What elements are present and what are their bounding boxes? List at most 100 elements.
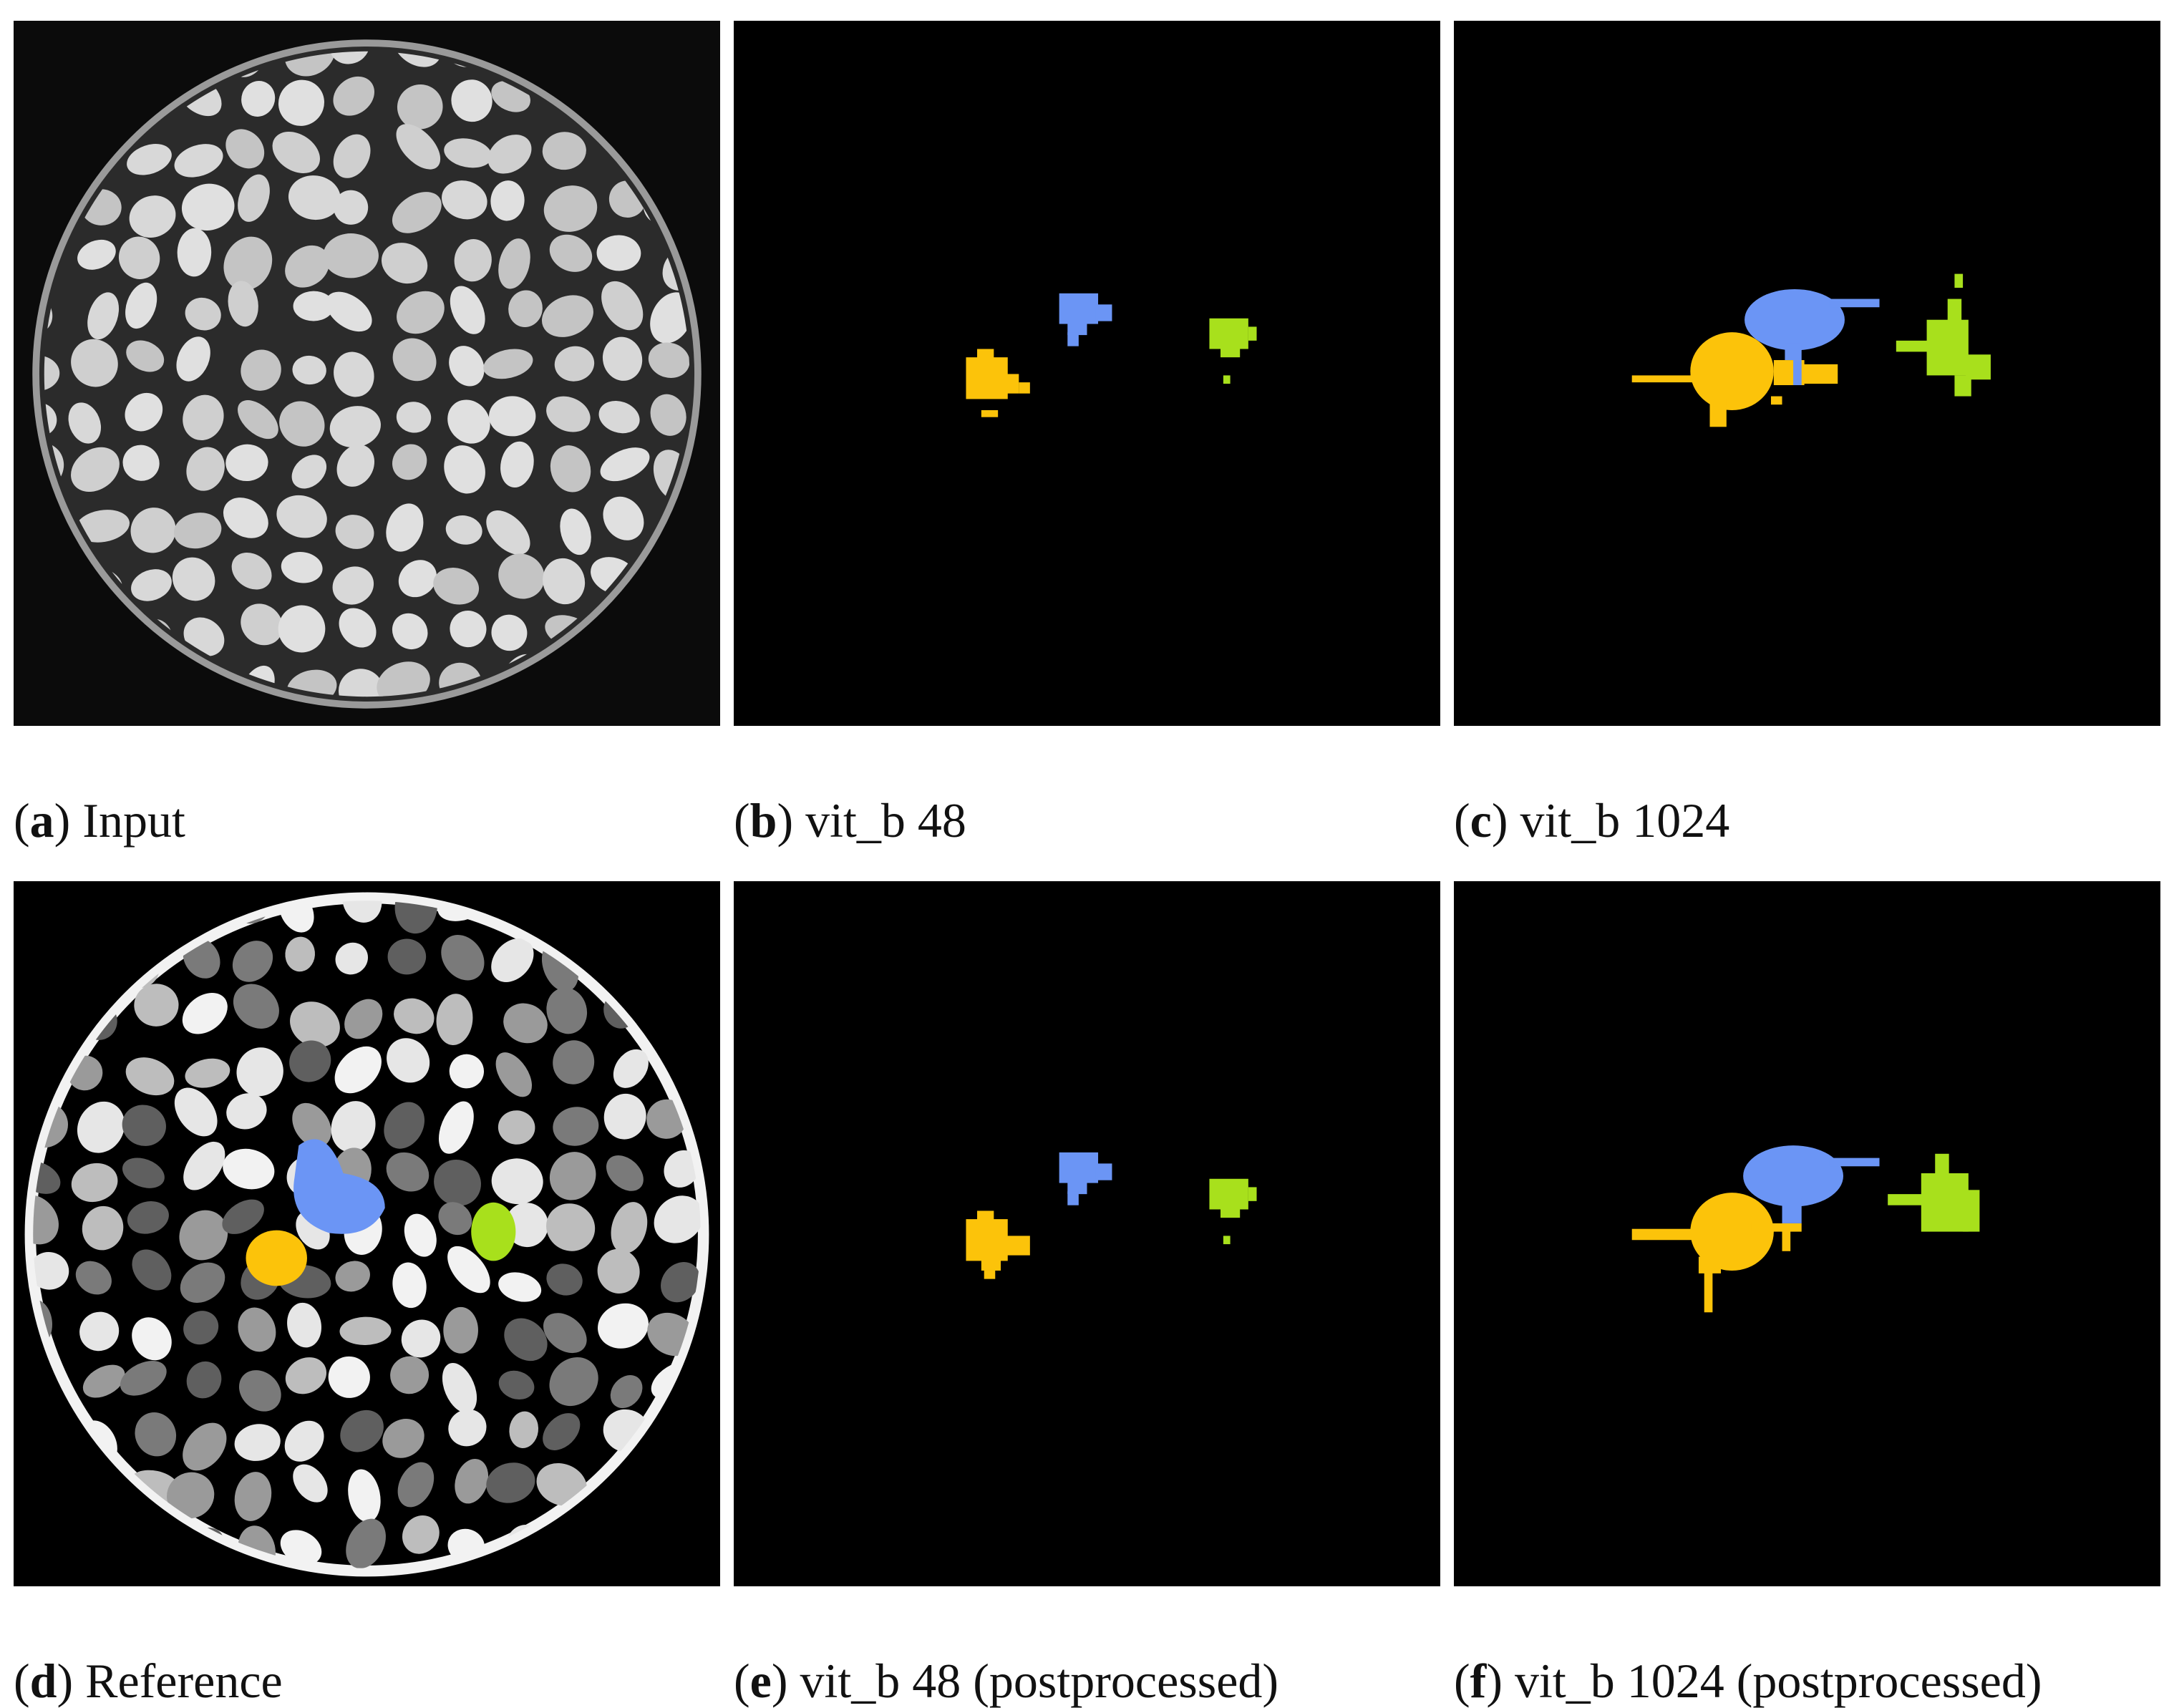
grain: [225, 444, 268, 482]
grain: [448, 1409, 487, 1447]
grain: [392, 1262, 427, 1309]
grain: [288, 175, 341, 220]
grain: [550, 445, 591, 492]
grain: [180, 1262, 225, 1303]
grain: [438, 1101, 474, 1154]
grain: [597, 1248, 640, 1294]
caption-text: (: [734, 793, 750, 848]
grain: [650, 292, 690, 344]
grain: [382, 1419, 424, 1458]
grain: [238, 174, 270, 222]
grain: [486, 510, 530, 555]
grain: [132, 1249, 172, 1291]
grain: [33, 1195, 59, 1245]
grain: [335, 942, 368, 975]
grain: [185, 297, 221, 331]
grain: [223, 236, 273, 291]
grain: [292, 355, 326, 385]
grain: [344, 999, 383, 1039]
grain: [546, 1203, 596, 1251]
grain: [392, 444, 427, 480]
grain: [284, 1420, 324, 1462]
grain: [223, 1148, 275, 1190]
grain: [554, 346, 595, 382]
caption-text: ) vit_b 1024 (postprocessed): [1486, 1654, 2042, 1708]
grain: [281, 552, 323, 583]
grain: [553, 1107, 599, 1146]
grain: [174, 144, 223, 178]
grain: [396, 402, 432, 433]
grain: [451, 79, 492, 122]
grain: [183, 1141, 225, 1190]
panel-letter: c: [1470, 793, 1492, 848]
grain: [498, 1110, 535, 1145]
segmentation-image: [734, 881, 1440, 1586]
caption-text: (: [14, 1654, 30, 1708]
grain: [293, 291, 334, 321]
caption-text: (: [1454, 793, 1470, 848]
grain: [238, 1370, 281, 1412]
panel-letter: f: [1470, 1654, 1487, 1708]
grain: [278, 901, 314, 933]
grain: [233, 984, 279, 1029]
grain: [445, 515, 482, 545]
grain: [401, 1319, 441, 1358]
grain: [648, 342, 690, 378]
grain: [129, 195, 176, 238]
grain: [228, 281, 258, 327]
grain: [509, 1411, 539, 1448]
grain: [226, 1093, 267, 1130]
grain: [536, 1462, 587, 1506]
grain: [118, 236, 160, 279]
grain: [176, 336, 210, 382]
grain: [135, 1412, 177, 1457]
grain: [134, 984, 179, 1027]
grain: [33, 1161, 61, 1194]
grain: [332, 566, 374, 605]
grain: [335, 1261, 370, 1292]
grain: [234, 1424, 281, 1461]
grain: [122, 445, 160, 481]
grain: [333, 134, 371, 178]
grain: [179, 1210, 228, 1261]
grain: [339, 1316, 392, 1345]
grain: [404, 1213, 437, 1257]
caption-text: ) vit_b 48 (postprocessed): [771, 1654, 1279, 1708]
grain: [336, 445, 375, 487]
grain: [398, 560, 437, 598]
grain: [291, 455, 327, 489]
caption-text: ) vit_b 48: [777, 793, 966, 848]
grain: [386, 1152, 430, 1192]
grain: [610, 1374, 643, 1409]
grain: [335, 515, 374, 549]
grain: [386, 503, 424, 552]
grain: [241, 349, 281, 391]
grain: [87, 292, 120, 340]
grain: [231, 552, 272, 590]
grain: [491, 938, 534, 982]
grain: [450, 286, 485, 334]
grain: [392, 338, 437, 382]
grain: [280, 1530, 322, 1566]
grain: [442, 180, 487, 220]
grain: [334, 190, 369, 225]
caption-text: ) Reference: [57, 1654, 283, 1708]
grain: [498, 238, 530, 289]
grain: [454, 239, 492, 282]
grain: [560, 508, 591, 555]
caption-text: ) vit_b 1024: [1491, 793, 1730, 848]
grain: [603, 1093, 646, 1140]
grain: [397, 291, 445, 334]
caption-text: (: [1454, 1654, 1470, 1708]
panel-caption: (b) vit_b 48: [734, 796, 966, 845]
panel-letter: d: [29, 1654, 57, 1708]
grain: [272, 131, 320, 173]
grain: [285, 1357, 327, 1394]
panel-caption: (d) Reference: [14, 1656, 283, 1705]
grain: [77, 1101, 125, 1153]
grain: [241, 81, 276, 117]
grain: [323, 233, 379, 278]
grain: [661, 1262, 700, 1303]
grain: [33, 1252, 69, 1290]
grain: [543, 1313, 587, 1354]
